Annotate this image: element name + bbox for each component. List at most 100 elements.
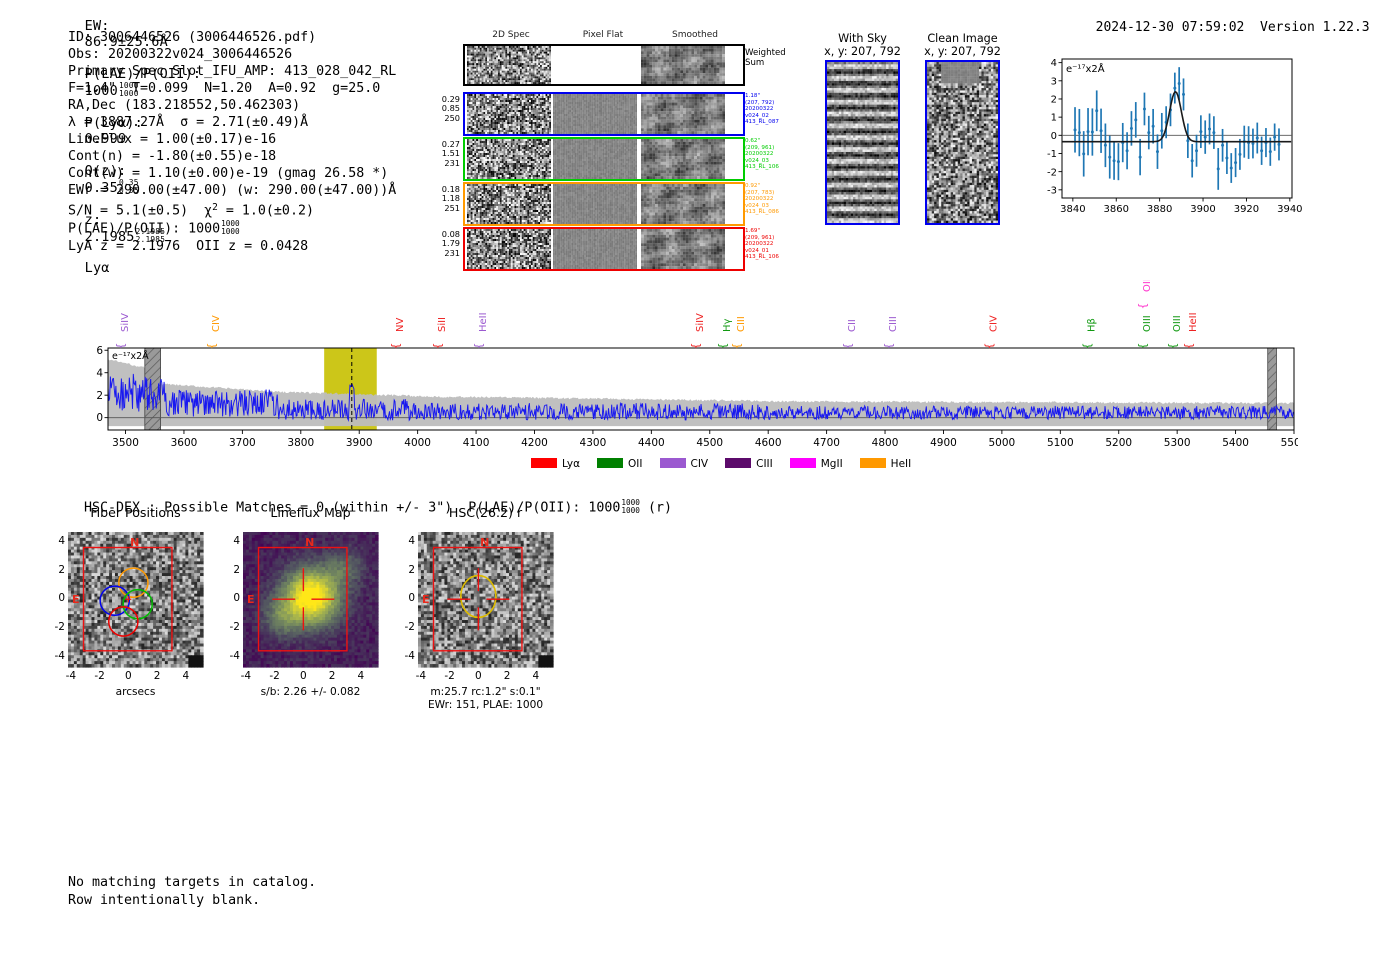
fiber-circle <box>118 567 149 599</box>
weighted-sum-panel <box>463 44 745 86</box>
header-summary-line: EW: 86.9±25.6Å P(LAE)/P(OII): 10001000 10… <box>68 2 201 276</box>
orientation-north: N <box>305 536 314 549</box>
header-timestamp-version: 2024-12-30 07:59:02 Version 1.22.3 <box>1080 5 1370 35</box>
z-num: 2.1985 <box>136 227 165 236</box>
info-radec: RA,Dec (183.218552,50.462303) <box>68 97 396 114</box>
spec2d-image-tile <box>553 46 637 84</box>
spec2d-right-label: 1.18" <box>745 93 805 100</box>
hscdex-y-tick: 2 <box>49 564 65 576</box>
orientation-north: N <box>480 536 489 549</box>
hscdex-y-tick: -2 <box>49 621 65 633</box>
qz-num: 0.35 <box>119 178 139 187</box>
spec2d-right-labels: 1.69" (209, 961) 20200322 v024_01 413_RL_106 <box>745 228 805 261</box>
emission-line-label: Hγ <box>722 318 733 332</box>
hscdex-x-tick: -4 <box>62 670 80 682</box>
hscdex-panel-caption: s/b: 2.26 +/- 0.082 <box>198 686 423 699</box>
spec2d-image-tile <box>467 94 551 134</box>
legend-item: Lyα <box>531 458 580 470</box>
info-sn-chi2: S/N = 5.1(±0.5) χ2 = 1.0(±0.2) <box>68 199 396 219</box>
hscdex-y-tick: 4 <box>49 535 65 547</box>
footer-line-2: Row intentionally blank. <box>68 892 316 910</box>
emission-line-label: OIII <box>1172 315 1183 332</box>
hscdex-caption-line-1: s/b: 2.26 +/- 0.082 <box>198 686 423 699</box>
spec2d-panel <box>463 137 745 181</box>
spec2d-panel <box>463 227 745 271</box>
footer-line-1: No matching targets in catalog. <box>68 874 316 892</box>
fiber-circle <box>107 606 139 637</box>
legend-label: HeII <box>891 458 912 470</box>
spec2d-image-tile <box>467 229 551 269</box>
cutout-title-text: Clean Image <box>913 32 1012 45</box>
legend-item: MgII <box>789 458 843 470</box>
spec2d-left-label: 231 <box>430 158 460 168</box>
emission-line-label: HeII <box>478 312 489 332</box>
hscdex-caption-line-1: m:25.7 rc:1.2" s:0.1" <box>373 686 598 699</box>
spec2d-left-label: 0.29 <box>430 94 460 104</box>
cutout-coords: x, y: 207, 792 <box>813 45 912 58</box>
full-spectrum-plot: 0 2 4 6 3500 3600 3700 3800 3900 4000 4100 4200 4300… <box>86 280 1298 480</box>
spec2d-right-labels: 1.18" (207, 792) 20200322 v024_02 413_RL_087 <box>745 93 805 126</box>
emission-line-label: Hβ <box>1087 318 1098 332</box>
emission-line-label: CIII <box>888 316 899 332</box>
spec2d-panel <box>463 182 745 226</box>
emission-line-label: CIV <box>211 315 222 332</box>
spec2d-right-labels: 0.62" (209, 961) 20200322 v024_03 413_RL_106 <box>745 138 805 171</box>
spec2d-right-label: v024_03 <box>745 158 805 165</box>
z-value: 2.1985 <box>85 228 135 244</box>
plya-label: P(Lyα): <box>85 115 143 131</box>
hscdex-y-tick: 0 <box>224 592 240 604</box>
legend-swatch <box>789 458 816 468</box>
info-plae-label: P(LAE)/P(OII): <box>68 222 180 237</box>
spec2d-left-label: 0.18 <box>430 184 460 194</box>
emission-line-bracket: { <box>983 343 996 350</box>
hscdex-panel-title: HSC(26.2) r <box>393 505 578 520</box>
qz-den: 0.35 <box>119 186 139 195</box>
legend-label: OII <box>628 458 642 470</box>
hscdex-header-text: HSC-DEX : Possible Matches = 0 (within +… <box>84 501 620 516</box>
spec2d-right-label: 20200322 <box>745 151 805 158</box>
spectrum-legend: Lyα OII CIV CIII MgII HeII <box>531 452 928 471</box>
spec2d-image-tile <box>467 139 551 179</box>
qz-fraction: 0.35 0.35 <box>119 178 139 195</box>
emission-line-label: HeII <box>1188 312 1199 332</box>
legend-label: Lyα <box>562 458 580 470</box>
spec2d-image-tile <box>553 94 637 134</box>
orientation-east: E <box>247 593 255 606</box>
spectrum-trace <box>107 373 1295 422</box>
emission-line-bracket: { <box>1081 343 1094 350</box>
line-name: Lyα <box>85 260 110 276</box>
emission-line-label: SiIV <box>120 313 131 332</box>
qz-label: Q(z): <box>85 163 127 179</box>
z-den: 2.1985 <box>136 235 165 244</box>
emission-line-label: CIII <box>736 316 747 332</box>
hscdex-x-tick: -4 <box>237 670 255 682</box>
hscdex-panel-caption: m:25.7 rc:1.2" s:0.1" EWr: 151, PLAE: 100… <box>373 686 598 712</box>
gaussian-fit-curve <box>1062 90 1292 143</box>
spec2d-left-label: 1.18 <box>430 193 460 203</box>
hscdex-y-tick: 4 <box>399 535 415 547</box>
emission-line-bracket: { <box>389 343 402 350</box>
hscdex-y-tick: 2 <box>399 564 415 576</box>
legend-swatch <box>659 458 686 468</box>
spec2d-image-tile <box>467 184 551 224</box>
info-lineflux: LineFlux = 1.00(±0.17)e-16 <box>68 131 396 148</box>
hscdex-image <box>68 532 204 668</box>
info-plae-num: 1000 <box>221 219 240 228</box>
info-plae-den: 1000 <box>221 227 240 236</box>
spec2d-right-label: v024_02 <box>745 113 805 120</box>
hscdex-x-tick: 2 <box>323 670 341 682</box>
emission-line-bracket: { <box>1136 343 1149 350</box>
hscdex-y-tick: 2 <box>224 564 240 576</box>
spec2d-right-label: 20200322 <box>745 241 805 248</box>
chi2-symbol: χ <box>204 204 212 219</box>
spec2d-image-tile <box>641 139 725 179</box>
hscdex-panel-title: Lineflux Map <box>218 505 403 520</box>
hscdex-image <box>418 532 554 668</box>
emission-line-bracket: { <box>1166 343 1179 350</box>
hscdex-panel-title: Fiber Positions <box>43 505 228 520</box>
hscdex-caption-line-1: arcsecs <box>23 686 248 699</box>
emission-line-bracket: { <box>114 343 127 350</box>
ew-label: EW: <box>85 18 110 34</box>
hscdex-x-tick: -2 <box>266 670 284 682</box>
cutout-group: With Sky x, y: 207, 792 Clean Image x, y: 2… <box>815 32 1015 262</box>
